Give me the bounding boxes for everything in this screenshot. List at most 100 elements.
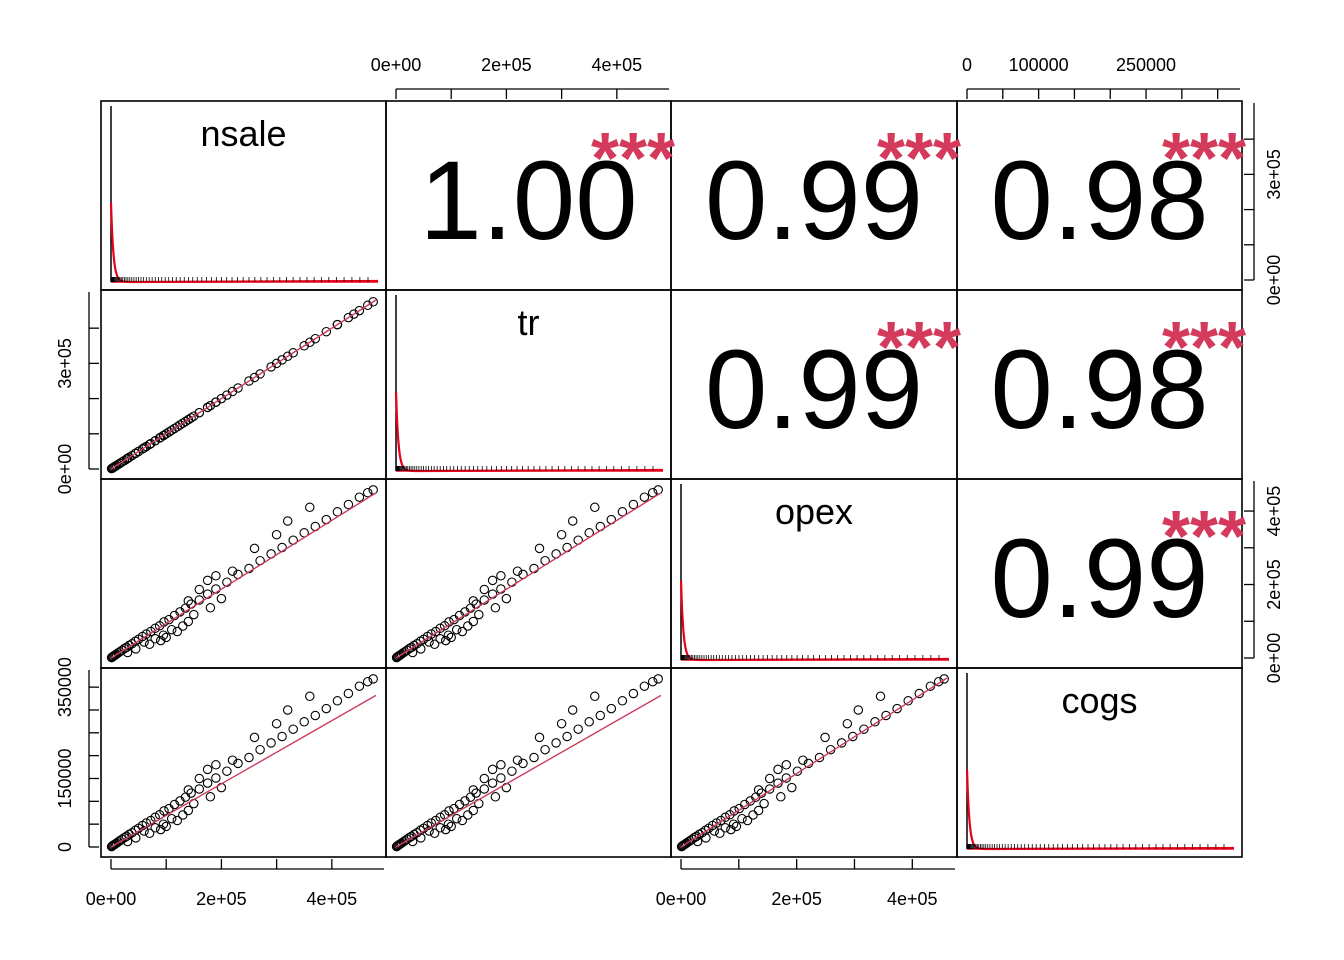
right-axis-label-r0-1: 3e+05 [1264,149,1284,200]
bottom-axis-label-c0-1: 2e+05 [196,889,247,909]
data-point-r1-c0-69 [305,337,315,348]
data-point-r3-c0-39 [332,696,343,706]
data-point-r3-c1-68 [512,755,523,765]
data-point-r3-c0-35 [288,724,298,734]
data-point-r3-c2-62 [692,836,703,847]
data-point-r3-c1-43 [653,674,663,684]
data-point-r3-c1-39 [617,696,628,706]
data-point-r3-c2-35 [859,724,869,734]
data-point-r2-c0-66 [161,632,171,643]
data-point-r3-c0-32 [255,744,265,755]
data-point-r1-c0-46 [158,430,169,441]
correlation-value-r0-c2: 0.99 [705,138,923,263]
data-point-r3-c1-52 [501,782,512,793]
data-point-r3-c0-27 [202,778,213,788]
right-axis-label-r2-2: 4e+05 [1264,486,1284,537]
data-point-r3-c0-26 [194,784,205,794]
data-point-r3-c0-57 [249,732,260,743]
data-point-r2-c0-64 [144,639,155,650]
data-point-r3-c2-53 [753,785,764,795]
scatter-panel-r3-c1 [391,674,663,852]
data-point-r1-c0-44 [139,443,149,453]
significance-stars-r2-c3: *** [1162,497,1246,577]
data-point-r2-c0-47 [166,624,177,635]
data-point-r3-c0-51 [205,792,216,802]
correlation-value-r0-c3: 0.98 [991,138,1209,263]
data-point-r3-c1-53 [468,785,479,795]
data-point-r3-c2-26 [764,784,775,794]
data-point-r3-c0-67 [178,810,188,820]
data-point-r3-c0-31 [244,752,254,763]
data-point-r2-c1-51 [490,603,501,613]
data-point-r2-c1-68 [512,566,523,576]
data-point-r2-c0-41 [354,492,365,502]
data-point-r1-c0-52 [216,393,227,404]
left-axis-label-r1-0: 0e+00 [55,444,75,495]
significance-stars-r0-c3: *** [1162,119,1246,199]
data-point-r1-c0-42 [362,300,373,311]
correlation-value-r1-c3: 0.98 [991,327,1209,452]
data-point-r1-c0-66 [161,429,171,439]
data-point-r3-c0-36 [299,717,309,727]
data-point-r2-c1-54 [479,584,490,595]
data-point-r1-c0-60 [332,319,343,330]
bottom-axis-label-c0-2: 4e+05 [307,889,358,909]
data-point-r1-c0-40 [343,312,354,323]
axes-layer: 0e+00 2e+05 4e+05 0 100000 250000 0e+00 2e+05 4e… [55,55,1284,909]
data-point-r2-c0-39 [332,507,343,517]
data-point-r2-c0-53 [183,596,194,606]
data-point-r3-c2-51 [776,792,786,802]
correlation-value-r1-c2: 0.99 [705,327,923,452]
data-point-r2-c0-54 [194,584,205,595]
data-point-r2-c1-66 [446,632,456,643]
data-point-r3-c2-37 [881,710,891,721]
density-curve-opex [679,580,950,662]
data-point-r2-c1-40 [628,499,639,510]
data-point-r2-c1-57 [534,543,545,554]
right-axis-label-r2-0: 0e+00 [1264,633,1284,684]
data-point-r3-c2-18 [720,812,731,823]
variable-label-nsale: nsale [200,113,286,154]
data-point-r2-c0-67 [178,621,188,631]
panel-box-r2-c0 [100,478,387,669]
top-axis-label-c1-0: 0e+00 [371,55,422,75]
data-point-r3-c2-48 [742,815,753,826]
data-point-r2-c1-47 [451,624,462,635]
scatter-panel-r1-c0 [106,297,378,474]
data-point-r2-c0-2 [108,651,118,662]
data-point-r3-c0-45 [150,823,160,833]
data-point-r3-c1-64 [429,828,440,839]
variable-label-opex: opex [775,491,853,532]
top-axis-label-c1-2: 4e+05 [592,55,643,75]
fit-line-r3-c0 [110,694,377,848]
data-point-r3-c2-56 [781,760,792,770]
data-point-r1-c0-67 [178,418,188,428]
scatter-panel-r3-c2 [676,674,949,852]
data-point-r3-c1-26 [479,784,490,794]
data-point-r3-c2-69 [875,691,886,702]
data-point-r3-c0-40 [343,688,354,699]
top-axis-label-c3-2: 250000 [1116,55,1176,75]
data-point-r2-c0-65 [155,635,166,646]
top-axis-label-c3-1: 100000 [1009,55,1069,75]
data-point-r3-c1-55 [487,764,498,775]
data-point-r1-c0-68 [227,386,238,397]
data-point-r1-c0-56 [211,397,221,407]
right-axis-label-r0-0: 0e+00 [1264,255,1284,306]
significance-stars-r0-c2: *** [877,119,961,199]
data-point-r1-c0-35 [288,348,298,358]
data-point-r2-c0-48 [172,626,183,637]
left-axis-label-r3-1: 150000 [55,748,75,808]
data-point-r3-c0-29 [222,766,232,776]
data-point-r1-c0-25 [186,413,196,423]
data-point-r3-c2-45 [720,823,731,833]
data-point-r2-c0-40 [343,499,354,510]
top-axis-label-c1-1: 2e+05 [481,55,532,75]
data-point-r2-c1-41 [639,492,650,502]
data-point-r3-c1-57 [534,732,545,743]
data-point-r3-c2-55 [773,764,783,775]
data-point-r3-c1-36 [584,717,594,727]
data-point-r2-c0-50 [189,609,199,620]
data-point-r3-c1-51 [490,792,501,802]
data-point-r3-c1-30 [518,758,528,769]
